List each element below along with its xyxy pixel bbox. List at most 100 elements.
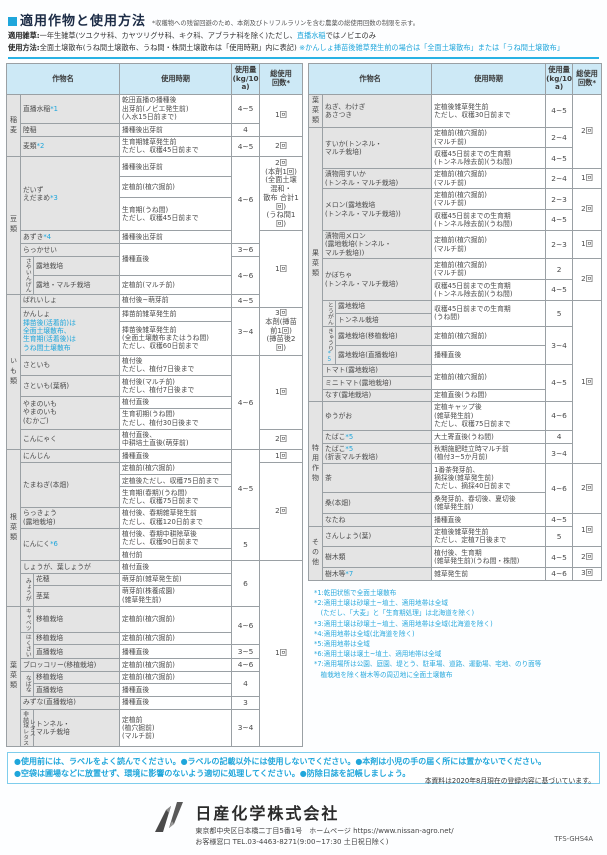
use-amount-cell: 4~6: [231, 255, 261, 295]
col-header-period: 使用時期: [119, 62, 233, 95]
table-row: 定植前(植穴掘前): [7, 176, 303, 198]
crop-name-cell: トマト(露地栽培): [322, 363, 433, 378]
crop-name-cell: しょうが、葉しょうが: [19, 560, 121, 574]
footnote-item: (ただし、「大麦」と「生育期処理」は北海道を除く): [314, 609, 475, 618]
title-line: 適用作物と使用方法 *収穫物への残留回避のため、本剤及びトリフルラリンを含む農薬…: [8, 10, 599, 29]
crop-name-cell: かぼちゃ (トンネル・マルチ栽培): [322, 258, 433, 301]
crop-name-cell: たばこ*5 (折衷マルチ栽培): [322, 442, 433, 465]
use-period-cell: 定植前(植穴掘前): [119, 605, 233, 633]
table-row: 茶 1番茶発芽前、 摘採後(雑草発生前) ただし、摘採40日前まで 4~6 2回: [309, 463, 603, 514]
table-row: あずき*4 播種後出芽前 1回: [7, 230, 304, 308]
table-row: なばな 移植栽培 定植前(植穴掘前) 4: [7, 670, 303, 697]
use-amount-cell: 4~6: [231, 156, 261, 244]
weeds-text: 一年生雑草(ツユクサ科、カヤツリグサ科、キク科、アブラナ科を除く)ただし、: [39, 31, 297, 40]
table-row: 収穫45日前までの生育期 (トンネル除去前)(うね間) 4~5: [309, 279, 602, 301]
use-period-cell: 生育期(うね間) ただし、収穫45日前まで: [119, 196, 233, 232]
crop-name-cell: 露地栽培(直播栽培): [335, 344, 433, 365]
use-amount-cell: 4~5: [545, 147, 574, 169]
crop-name-cell: ねぎ、わけぎ あさつき: [322, 93, 433, 128]
use-count-cell: 1回: [259, 230, 304, 308]
col-header-period: 使用時期: [431, 62, 547, 95]
crop-group-cell: 豆類: [6, 156, 21, 295]
table-row: 桑(本畑) 桑発芽前、春切後、夏切後 (雑草発生前): [309, 492, 602, 514]
crop-name-cell: メロン(露地栽培 (トンネル・マルチ栽培)): [322, 188, 433, 231]
use-count-cell: 2回: [572, 188, 603, 231]
table-row: 豆類 だいず えだまめ*3 播種後出芽前 4~6 2回 (本剤1回) (全面土壌混和・ 散布 合…: [6, 156, 304, 295]
use-period-cell: 萌芽前(株養成園) (雑草発生前): [119, 584, 233, 607]
use-count-cell: 1回: [572, 167, 603, 190]
use-amount-cell: 5: [545, 525, 574, 548]
crop-name-cell: さといも: [19, 354, 121, 377]
table-row: しょうが、葉しょうが 植付直後 6 1回: [7, 560, 304, 748]
table-row: ミニトマト(露地栽培): [309, 376, 602, 390]
use-period-cell: 植付後(マルチ前) ただし、植付7日後まで: [119, 375, 233, 397]
crop-name-cell: トンネル・ マルチ栽培: [32, 708, 121, 748]
use-period-cell: 植付前: [119, 548, 233, 562]
use-count-cell: 3回 本剤(挿苗前1回) (挿苗後2回): [259, 306, 304, 356]
weeds-label: 適用雑草:: [8, 31, 40, 40]
crop-tables: 作物名 使用時期 使用量 (kg/10a) 総使用 回数* 稲麦 直播水稲*1 乾田…: [0, 59, 607, 748]
crop-name-cell: 直播水稲*1: [19, 93, 121, 124]
use-amount-cell: 3: [231, 695, 261, 710]
use-count-cell: 1回: [259, 93, 304, 137]
contact-line: お客様窓口 TEL.03-4463-8271(9:00~17:30 土日祝日除く…: [195, 837, 389, 846]
crop-subgroup-cell: レタス 非結球レタス: [20, 708, 35, 748]
use-count-cell: 3回: [572, 566, 603, 581]
crop-name-cell: なたね: [322, 512, 433, 527]
method-note: ※かんしょ挿苗後雑草発生前の場合は「全面土壌散布」または「うね間土壌散布」: [299, 43, 564, 53]
use-count-cell: 2回: [259, 461, 304, 562]
crop-group-cell: 葉菜類: [6, 605, 21, 748]
table-row: 定植直後(うね間): [309, 388, 602, 402]
table-row: たばこ*5 (折衷マルチ栽培) 秋期施肥畦立時マルチ前 (植付3~5か月前) 3~4: [309, 442, 602, 465]
table-row: メロン(露地栽培 (トンネル・マルチ栽培)) 定植前(植穴掘前) (マルチ前) 2~3 2…: [309, 188, 603, 231]
table-row: 生育期(春期)(うね間) ただし、収穫75日前まで: [7, 486, 303, 508]
table-row: 生育初期(うね間) ただし、植付30日後まで: [7, 407, 303, 430]
crop-subgroup-cell: なばな: [20, 670, 34, 697]
crop-name-cell: みずな(直播栽培): [19, 695, 121, 710]
crop-group-cell: その他: [308, 525, 324, 581]
crop-name-cell: 直播栽培: [32, 683, 121, 697]
crop-name-cell: やまのいも やまのいも (むかご): [19, 395, 121, 430]
use-amount-cell: 4: [545, 429, 574, 444]
col-header-crop: 作物名: [5, 62, 121, 95]
crop-name-cell: ゆうがお: [322, 400, 433, 431]
use-amount-cell: 3~5: [231, 644, 261, 659]
use-amount-cell: 4~5: [231, 135, 261, 158]
crop-subgroup-cell: さやいんげん: [20, 255, 34, 295]
use-period-cell: 播種後出芽前: [119, 230, 233, 244]
use-amount-cell: 2~3: [545, 229, 574, 260]
table-row: 生育期(うね間) ただし、収穫45日前まで: [7, 196, 303, 232]
use-amount-cell: 4: [231, 670, 261, 697]
use-amount-cell: 3~4: [231, 708, 261, 748]
table-row: 樹木類 植付後、生育期 (雑草発生前)(うね間・株間) 4~5 2回: [309, 546, 603, 568]
table-row: 樹木等*7 雑草発生前 4~6 3回: [309, 566, 603, 581]
crop-name-cell: 露地・マルチ栽培: [32, 274, 121, 295]
use-amount-cell: 4~6: [545, 463, 574, 514]
use-amount-cell: 5: [231, 527, 261, 562]
use-amount-cell: 4~6: [231, 657, 261, 672]
use-period-cell: 定植前(植穴掘前): [119, 670, 233, 685]
notice-line-2: ●空袋は圃場などに放置せず、環境に影響のないよう適切に処理してください。●防除日…: [14, 769, 411, 779]
use-period-cell: 収穫45日前までの生育期 (トンネル除去前)(うね間): [431, 147, 547, 169]
use-period-cell: 定植前(植穴掘前): [431, 363, 547, 390]
table-row: 根菜類 にんじん 播種直後 4~5 1回: [6, 449, 304, 607]
use-period-cell: 播種直後: [119, 644, 233, 659]
crop-name-cell: さんしょう(葉): [322, 525, 433, 548]
crop-name-cell: さといも(葉柄): [19, 375, 121, 397]
crop-name-cell: たまねぎ(本畑): [19, 461, 121, 508]
crop-group-cell: 特用作物: [308, 400, 324, 527]
use-amount-cell: 3~4: [231, 306, 261, 356]
use-amount-cell: 4~5: [231, 93, 261, 124]
use-amount-cell: 4~5: [545, 209, 574, 231]
title-square-icon: [8, 17, 17, 26]
company-name: 日産化学株式会社: [195, 804, 340, 823]
crop-name-cell: すいか(トンネル・ マルチ栽培): [322, 126, 433, 169]
use-period-cell: 挿苗後雑草発生前 (全面土壌散布またはうね間) ただし、収穫60日前まで: [119, 320, 233, 356]
table-row: らっかせい 播種直後 3~6: [7, 242, 303, 276]
col-header-crop: 作物名: [308, 62, 433, 95]
footnote-item: *7:適用場所は公園、庭園、堤とう、駐車場、道路、運動場、宅地、のり面等: [314, 660, 542, 669]
table-row: 陸稲 播種後出芽前 4: [7, 122, 303, 137]
use-period-cell: 植付後、春期雑草発生前 ただし、収穫120日前まで: [119, 506, 233, 529]
table-row: とうがん 露地栽培 収穫45日前までの生育期 (うね間) 5 1回: [309, 299, 603, 465]
